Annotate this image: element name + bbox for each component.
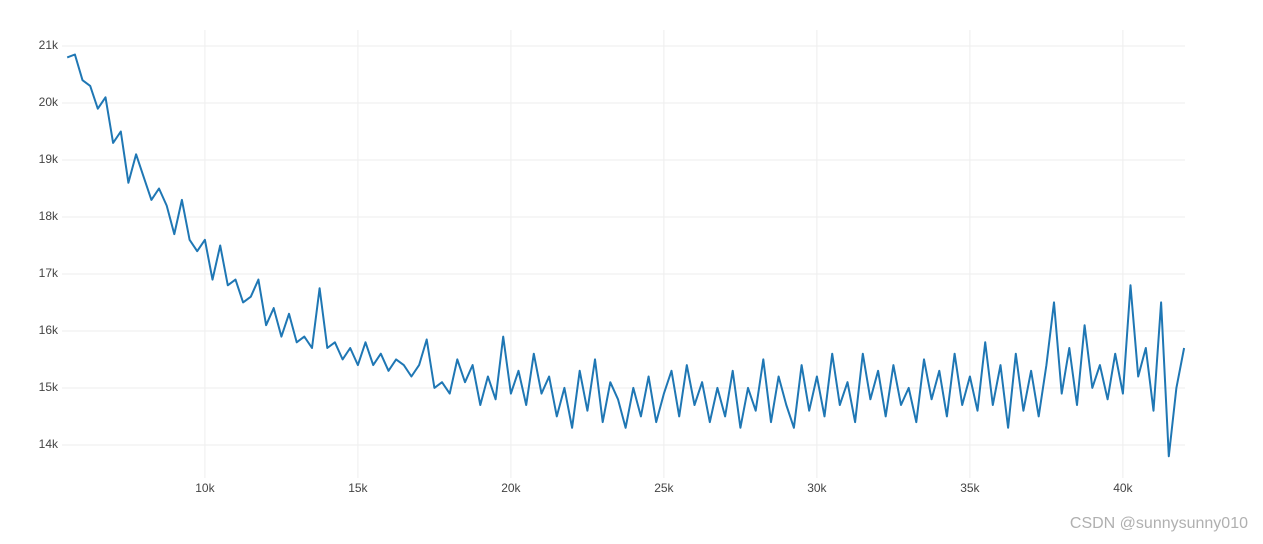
y-tick-label: 17k — [39, 266, 59, 280]
x-tick-label: 40k — [1113, 481, 1133, 495]
x-tick-label: 25k — [654, 481, 674, 495]
y-tick-label: 15k — [39, 380, 59, 394]
y-tick-label: 19k — [39, 152, 59, 166]
x-tick-label: 35k — [960, 481, 980, 495]
y-tick-label: 14k — [39, 437, 59, 451]
y-tick-label: 21k — [39, 38, 59, 52]
x-tick-label: 20k — [501, 481, 521, 495]
x-tick-label: 30k — [807, 481, 827, 495]
watermark: CSDN @sunnysunny010 — [1070, 515, 1248, 532]
x-tick-label: 10k — [195, 481, 215, 495]
y-tick-label: 20k — [39, 95, 59, 109]
y-tick-label: 18k — [39, 209, 59, 223]
x-tick-label: 15k — [348, 481, 368, 495]
y-tick-label: 16k — [39, 323, 59, 337]
line-series — [66, 53, 1186, 458]
